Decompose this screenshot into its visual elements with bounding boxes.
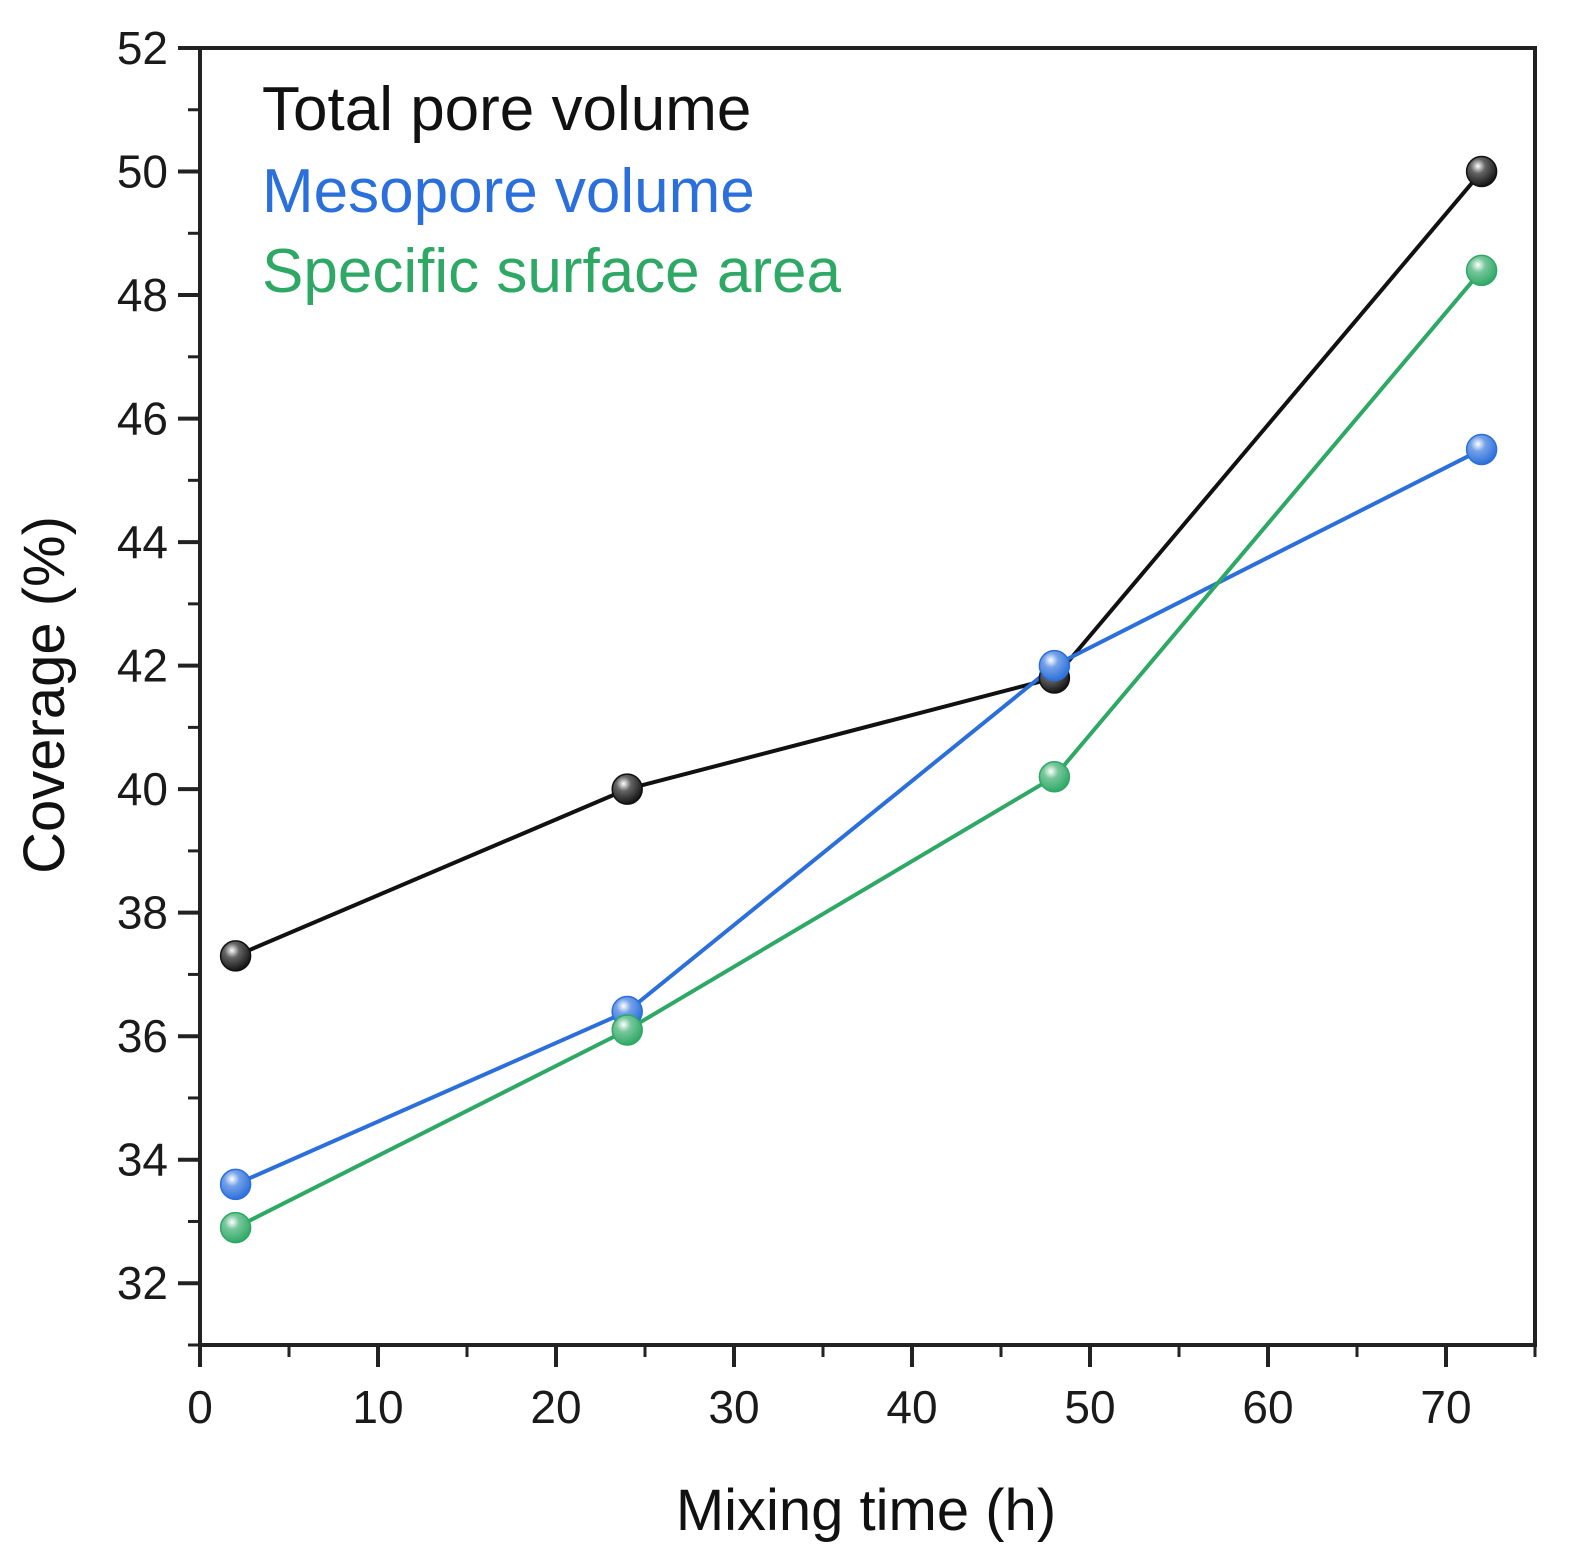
x-tick-label: 10 — [352, 1381, 403, 1433]
y-axis-tick-labels: 32 34 36 38 40 42 44 46 48 50 52 — [117, 22, 168, 1309]
plot-frame — [198, 46, 1537, 1347]
series-line-0 — [234, 170, 1484, 958]
y-tick-label: 46 — [117, 393, 168, 445]
y-tick-label: 52 — [117, 22, 168, 74]
x-tick-label: 30 — [708, 1381, 759, 1433]
x-tick-label: 20 — [530, 1381, 581, 1433]
y-tick-label: 38 — [117, 887, 168, 939]
x-tick-label: 60 — [1242, 1381, 1293, 1433]
y-axis-ticks — [178, 46, 200, 1347]
x-axis-tick-labels: 0 10 20 30 40 50 60 70 — [187, 1381, 1471, 1433]
y-tick-label: 50 — [117, 146, 168, 198]
y-tick-label: 36 — [117, 1010, 168, 1062]
y-tick-label: 40 — [117, 763, 168, 815]
data-point — [1038, 649, 1071, 682]
data-point — [1465, 433, 1498, 466]
series-line-2 — [234, 269, 1484, 1230]
data-point — [219, 940, 252, 972]
y-tick-label: 44 — [117, 516, 168, 568]
x-tick-label: 0 — [187, 1381, 213, 1433]
data-point — [611, 1014, 643, 1046]
x-axis-title: Mixing time (h) — [676, 1478, 1056, 1543]
x-tick-label: 50 — [1064, 1381, 1115, 1433]
y-tick-label: 32 — [117, 1257, 168, 1309]
data-point — [611, 773, 643, 805]
y-tick-label: 34 — [117, 1134, 168, 1186]
data-point — [219, 1211, 252, 1244]
data-point — [1038, 761, 1071, 793]
data-point — [1465, 254, 1498, 287]
x-tick-label: 40 — [886, 1381, 937, 1433]
y-tick-label: 42 — [117, 640, 168, 692]
legend-entry-1: Mesopore volume — [262, 157, 755, 226]
x-axis-ticks — [198, 1345, 1537, 1367]
data-point — [1465, 155, 1498, 188]
y-axis-title: Coverage (%) — [12, 516, 77, 874]
legend: Total pore volume Mesopore volume Specific… — [262, 75, 841, 306]
series-points — [219, 155, 1498, 1244]
data-point — [219, 1168, 252, 1201]
legend-entry-2: Specific surface area — [262, 237, 841, 306]
series-line-1 — [234, 447, 1483, 1187]
legend-entry-0: Total pore volume — [262, 75, 751, 144]
series-lines — [234, 170, 1484, 1230]
y-tick-label: 48 — [117, 269, 168, 321]
x-tick-label: 70 — [1420, 1381, 1471, 1433]
